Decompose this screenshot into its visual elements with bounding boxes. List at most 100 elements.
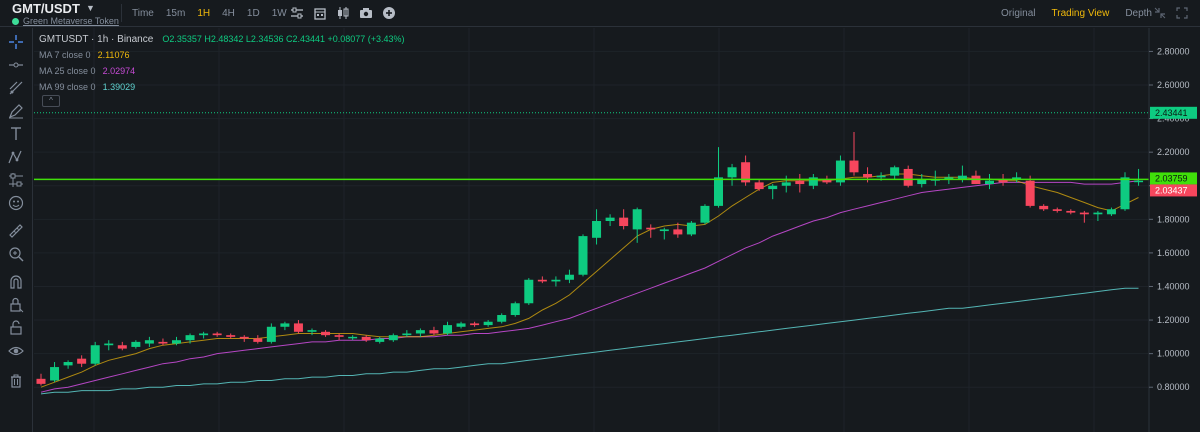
- candle: [1134, 168, 1144, 186]
- candle: [321, 330, 331, 337]
- candle: [456, 321, 466, 329]
- text-icon[interactable]: [6, 124, 26, 144]
- ma7-label: MA 7 close 0: [39, 50, 91, 60]
- visibility-icon[interactable]: [6, 341, 26, 361]
- price-chart[interactable]: 2.800002.600002.400002.200002.000001.800…: [34, 28, 1200, 432]
- view-depth[interactable]: Depth: [1125, 8, 1152, 19]
- last-price-label: 2.43441: [1150, 106, 1197, 119]
- candle-body: [199, 333, 209, 336]
- candle: [497, 313, 507, 324]
- interval-selector: Time 15m 1H 4H 1D 1W: [132, 0, 299, 27]
- last-price-label-text: 2.43441: [1155, 108, 1188, 118]
- pattern-icon[interactable]: [6, 147, 26, 167]
- interval-4h[interactable]: 4H: [222, 8, 235, 19]
- candle-body: [293, 323, 303, 332]
- fullscreen-icon[interactable]: [1174, 5, 1190, 21]
- price-tick-label: 0.80000: [1157, 382, 1190, 392]
- candle: [293, 320, 303, 334]
- calendar-icon[interactable]: [310, 4, 330, 22]
- candle-body: [957, 175, 967, 180]
- candle-body: [714, 177, 723, 206]
- ruler-icon[interactable]: [6, 221, 26, 241]
- pair-title[interactable]: GMT/USDT: [12, 1, 80, 16]
- legend-ma25[interactable]: MA 25 close 0 2.02974: [39, 65, 405, 81]
- candle: [1120, 172, 1130, 211]
- candle: [700, 204, 710, 225]
- ma99-value: 1.39029: [102, 82, 136, 92]
- candle: [1025, 175, 1035, 208]
- legend-collapse-button[interactable]: ^: [42, 95, 60, 107]
- lock-icon[interactable]: [6, 318, 26, 338]
- candle: [1093, 210, 1103, 221]
- candle-body: [239, 336, 249, 339]
- legend-ma7[interactable]: MA 7 close 0 2.11076: [39, 49, 405, 65]
- candle: [659, 227, 669, 240]
- price-tick-label: 1.00000: [1157, 349, 1190, 359]
- ma7-path: [40, 173, 1139, 388]
- candle-body: [483, 321, 493, 326]
- candle: [172, 336, 181, 346]
- token-name-link[interactable]: Green Metaverse Token: [12, 16, 119, 26]
- interval-1h[interactable]: 1H: [197, 8, 211, 19]
- indicator-settings-icon[interactable]: [287, 4, 307, 22]
- candle-body: [673, 229, 683, 235]
- candle: [971, 170, 981, 185]
- candle-body: [1134, 180, 1144, 183]
- candle-body: [876, 175, 886, 178]
- trend-lines-icon[interactable]: [6, 78, 26, 98]
- candle-body: [361, 336, 371, 341]
- candle-body: [334, 335, 344, 337]
- candle-body: [903, 168, 913, 186]
- ma7-line: [40, 173, 1139, 388]
- candle: [524, 278, 534, 305]
- current-price-label-text: 2.03437: [1155, 185, 1188, 195]
- camera-icon[interactable]: [356, 4, 376, 22]
- legend-ma99[interactable]: MA 99 close 0 1.39029: [39, 81, 405, 97]
- candlestick-type-icon[interactable]: [333, 4, 353, 22]
- interval-time[interactable]: Time: [132, 8, 154, 19]
- candle: [90, 341, 100, 366]
- crosshair-icon[interactable]: [6, 32, 26, 52]
- candle-body: [212, 333, 222, 336]
- candle-body: [388, 335, 398, 341]
- horizontal-line-icon[interactable]: [6, 55, 26, 75]
- candle: [375, 336, 385, 344]
- lock-drawing-icon[interactable]: [6, 295, 26, 315]
- drawing-toolbar: [0, 28, 33, 432]
- candle-body: [632, 209, 642, 230]
- trash-icon[interactable]: [6, 371, 26, 391]
- brush-icon[interactable]: [6, 101, 26, 121]
- candle: [605, 214, 615, 227]
- candle-body: [741, 162, 751, 183]
- prediction-icon[interactable]: [6, 170, 26, 190]
- candle: [415, 328, 425, 337]
- collapse-icon[interactable]: [1152, 5, 1168, 21]
- candle-body: [429, 330, 439, 334]
- interval-15m[interactable]: 15m: [165, 8, 186, 19]
- candle: [144, 336, 154, 347]
- interval-1w[interactable]: 1W: [271, 8, 287, 19]
- candle: [239, 335, 249, 342]
- candle: [36, 373, 46, 386]
- candle: [754, 179, 764, 191]
- candle: [77, 355, 87, 368]
- candle: [131, 340, 141, 349]
- candle-body: [90, 345, 100, 364]
- emoji-icon[interactable]: [6, 193, 26, 213]
- candle-body: [375, 338, 385, 342]
- candle-body: [781, 182, 791, 186]
- candle: [1106, 207, 1116, 216]
- view-original[interactable]: Original: [1001, 8, 1036, 19]
- candle-body: [117, 345, 127, 349]
- interval-1d[interactable]: 1D: [246, 8, 260, 19]
- token-name[interactable]: Green Metaverse Token: [23, 16, 119, 26]
- candle-body: [50, 367, 60, 381]
- add-icon[interactable]: [379, 4, 399, 22]
- candle-body: [63, 362, 73, 366]
- candle: [104, 340, 114, 351]
- magnet-icon[interactable]: [6, 272, 26, 292]
- pair-dropdown-icon[interactable]: ▼: [86, 3, 95, 13]
- view-trading-view[interactable]: Trading View: [1051, 8, 1110, 19]
- candle: [714, 147, 723, 208]
- zoom-in-icon[interactable]: [6, 244, 26, 264]
